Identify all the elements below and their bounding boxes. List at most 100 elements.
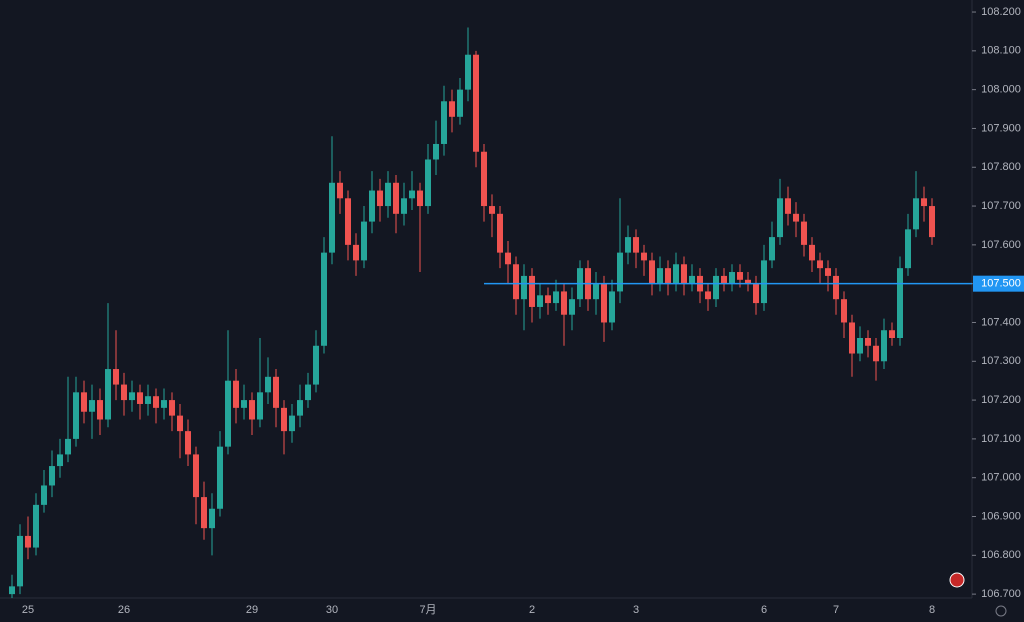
y-tick-label: 106.900 bbox=[981, 510, 1021, 522]
candle-body bbox=[177, 415, 183, 432]
candle-body bbox=[705, 291, 711, 300]
candle-body bbox=[673, 264, 679, 284]
candle-body bbox=[89, 400, 95, 412]
candle-body bbox=[553, 291, 559, 304]
candle-body bbox=[313, 345, 319, 385]
candle-body bbox=[865, 338, 871, 346]
candle-body bbox=[561, 291, 567, 315]
candle-body bbox=[49, 466, 55, 486]
candle-body bbox=[321, 252, 327, 346]
candle-body bbox=[929, 206, 935, 238]
event-icon[interactable] bbox=[949, 572, 965, 588]
candle-body bbox=[857, 338, 863, 354]
candle-body bbox=[769, 237, 775, 261]
candle-body bbox=[513, 264, 519, 300]
x-tick-label: 8 bbox=[929, 604, 935, 616]
candle-body bbox=[161, 400, 167, 408]
candle-body bbox=[185, 431, 191, 455]
candle-body bbox=[809, 244, 815, 261]
candle-body bbox=[721, 275, 727, 284]
y-tick-label: 107.700 bbox=[981, 200, 1021, 212]
candle-body bbox=[169, 400, 175, 416]
candle-body bbox=[481, 151, 487, 207]
candle-body bbox=[369, 190, 375, 222]
candle-body bbox=[921, 198, 927, 207]
y-tick-label: 107.400 bbox=[981, 316, 1021, 328]
candle-body bbox=[265, 376, 271, 393]
candle-body bbox=[913, 198, 919, 230]
candle-body bbox=[57, 454, 63, 467]
candle-body bbox=[297, 400, 303, 416]
candle-body bbox=[409, 190, 415, 199]
x-tick-label: 7 bbox=[833, 604, 839, 616]
candle-body bbox=[625, 237, 631, 253]
candle-body bbox=[849, 322, 855, 354]
candle-body bbox=[257, 392, 263, 420]
candle-body bbox=[329, 182, 335, 253]
candle-body bbox=[305, 384, 311, 401]
candle-body bbox=[233, 380, 239, 408]
candle-body bbox=[129, 392, 135, 401]
settings-icon[interactable] bbox=[995, 605, 1007, 617]
candle-body bbox=[473, 54, 479, 152]
y-tick-label: 107.100 bbox=[981, 433, 1021, 445]
candle-body bbox=[33, 504, 39, 548]
y-tick-label: 108.100 bbox=[981, 45, 1021, 57]
candle-body bbox=[545, 295, 551, 304]
candle-body bbox=[65, 438, 71, 455]
y-tick-label: 107.900 bbox=[981, 122, 1021, 134]
price-label-box bbox=[973, 275, 1024, 292]
candle-body bbox=[201, 497, 207, 529]
candle-body bbox=[873, 345, 879, 362]
candle-body bbox=[761, 260, 767, 304]
x-tick-label: 2 bbox=[529, 604, 535, 616]
candle-body bbox=[601, 283, 607, 323]
candle-body bbox=[537, 295, 543, 307]
candle-body bbox=[241, 400, 247, 408]
candle-body bbox=[569, 299, 575, 315]
candle-body bbox=[593, 283, 599, 300]
x-tick-label: 26 bbox=[118, 604, 130, 616]
candle-body bbox=[273, 376, 279, 408]
x-tick-label: 25 bbox=[22, 604, 34, 616]
candle-body bbox=[345, 198, 351, 245]
candle-body bbox=[385, 182, 391, 207]
candle-body bbox=[121, 384, 127, 401]
candle-body bbox=[505, 252, 511, 265]
x-tick-label: 30 bbox=[326, 604, 338, 616]
candle-body bbox=[657, 268, 663, 284]
candle-body bbox=[633, 237, 639, 253]
candle-body bbox=[801, 221, 807, 245]
candle-body bbox=[745, 279, 751, 284]
candle-body bbox=[465, 54, 471, 90]
y-tick-label: 106.700 bbox=[981, 588, 1021, 600]
candle-body bbox=[457, 89, 463, 117]
candle-body bbox=[785, 198, 791, 214]
candle-body bbox=[681, 264, 687, 284]
y-tick-label: 107.800 bbox=[981, 161, 1021, 173]
candle-body bbox=[833, 275, 839, 300]
candle-body bbox=[713, 275, 719, 300]
candle-body bbox=[73, 392, 79, 439]
candle-body bbox=[729, 272, 735, 284]
candle-body bbox=[521, 275, 527, 300]
candle-body bbox=[737, 272, 743, 280]
candle-body bbox=[281, 407, 287, 432]
candle-body bbox=[777, 198, 783, 238]
y-tick-label: 106.800 bbox=[981, 549, 1021, 561]
candle-body bbox=[649, 260, 655, 284]
candle-body bbox=[225, 380, 231, 447]
candle-body bbox=[9, 586, 15, 595]
candle-body bbox=[337, 182, 343, 199]
candle-body bbox=[825, 268, 831, 276]
candle-body bbox=[441, 101, 447, 144]
candle-body bbox=[905, 229, 911, 269]
y-tick-label: 107.300 bbox=[981, 355, 1021, 367]
y-tick-label: 107.200 bbox=[981, 394, 1021, 406]
candle-body bbox=[105, 369, 111, 420]
candle-body bbox=[753, 283, 759, 304]
candle-body bbox=[641, 252, 647, 261]
candle-body bbox=[401, 198, 407, 214]
candle-body bbox=[41, 485, 47, 505]
